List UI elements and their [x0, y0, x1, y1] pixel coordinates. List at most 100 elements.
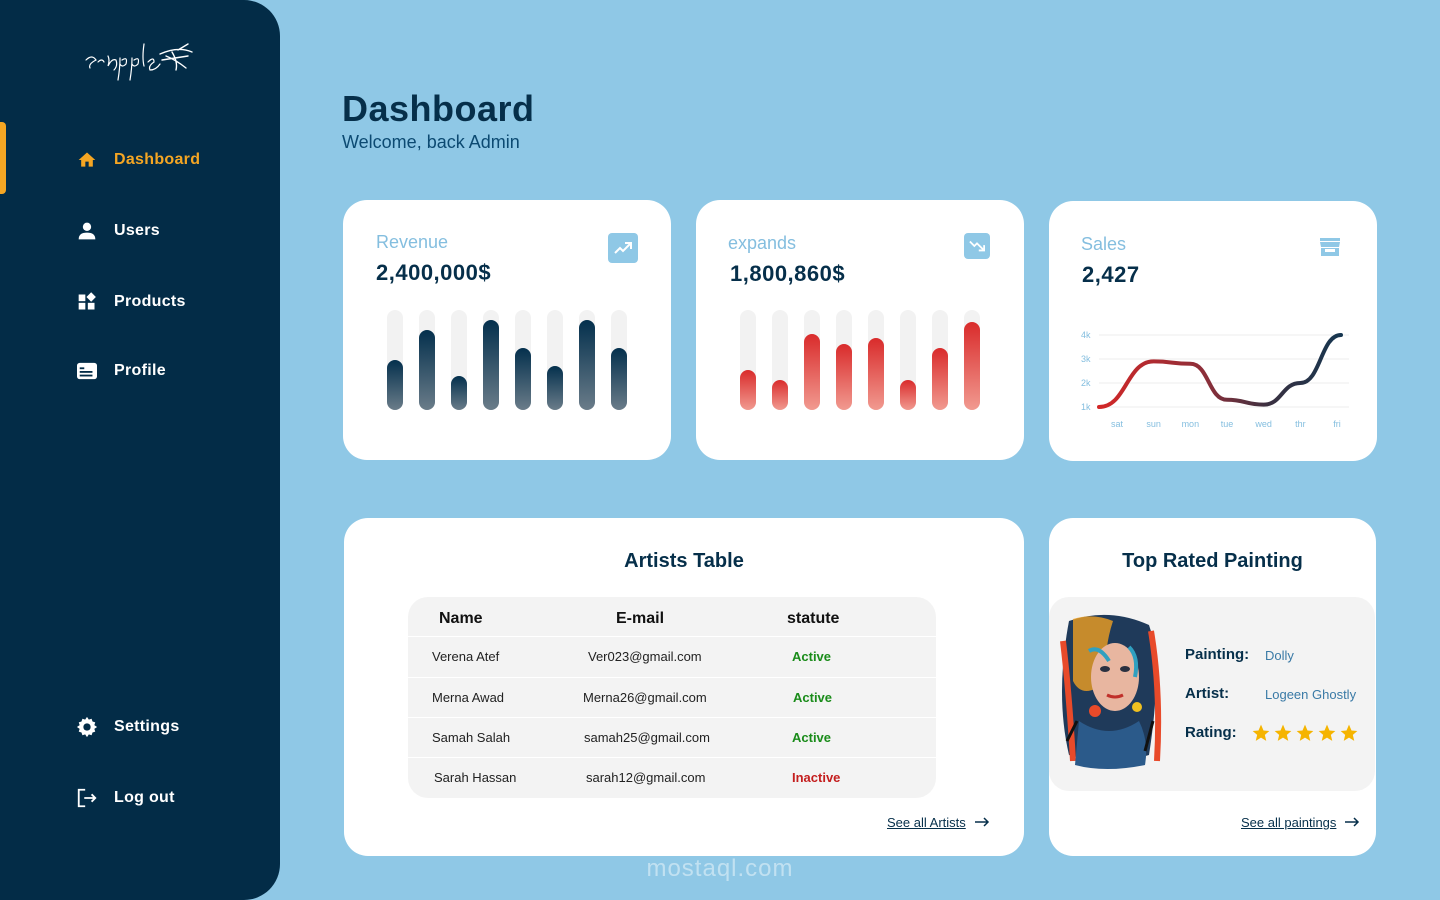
sidebar-item-profile[interactable]: Profile [0, 335, 280, 407]
bar[interactable] [804, 334, 820, 410]
bar[interactable] [387, 360, 403, 410]
x-tick-label: thr [1295, 419, 1306, 429]
home-icon [76, 149, 98, 171]
artist-name: Merna Awad [432, 690, 505, 705]
see-all-paintings-link[interactable]: See all paintings [1241, 815, 1360, 830]
star-icon [1340, 724, 1358, 741]
sales-card: Sales 2,427 4k 3k 2k 1k sat sun mon tue wed thr f… [1049, 201, 1377, 461]
artist-name: Verena Atef [432, 649, 500, 664]
status-badge: Active [792, 730, 832, 745]
sidebar-item-label: Dashboard [114, 151, 201, 168]
bar[interactable] [932, 348, 948, 410]
scripple-logo[interactable] [82, 38, 198, 82]
active-indicator [0, 122, 6, 194]
bar[interactable] [772, 380, 788, 410]
logout-icon [76, 787, 98, 809]
x-tick-label: wed [1254, 419, 1272, 429]
bar[interactable] [579, 320, 595, 410]
artists-table-title: Artists Table [624, 550, 744, 572]
table-row[interactable]: Verena Atef Ver023@gmail.com Active [408, 636, 936, 676]
column-header-name[interactable]: Name [439, 610, 483, 627]
sidebar-item-label: Settings [114, 718, 180, 735]
bar[interactable] [515, 348, 531, 410]
sales-series-line [1097, 333, 1343, 409]
status-badge: Active [793, 690, 833, 705]
gear-icon [76, 716, 98, 738]
sidebar-item-label: Log out [114, 789, 175, 806]
bar-track [740, 310, 756, 410]
expands-card: expands 1,800,860$ [696, 200, 1024, 460]
artist-name: Samah Salah [432, 730, 511, 745]
arrow-right-icon [974, 815, 990, 830]
bar[interactable] [419, 330, 435, 410]
sidebar-item-users[interactable]: Users [0, 195, 280, 267]
table-row[interactable]: Samah Salah samah25@gmail.com Active [408, 717, 936, 757]
y-tick-label: 3k [1081, 354, 1091, 364]
bar-track [547, 310, 563, 410]
bar[interactable] [451, 376, 467, 410]
sidebar-item-dashboard[interactable]: Dashboard [0, 124, 280, 196]
see-all-artists-link[interactable]: See all Artists [887, 815, 990, 830]
column-header-status[interactable]: statute [787, 610, 840, 627]
table-row[interactable]: Sarah Hassan sarah12@gmail.com Inactive [408, 757, 936, 797]
painting-label: Painting: [1185, 646, 1250, 663]
bar-track [611, 310, 627, 410]
artist-email: Ver023@gmail.com [588, 649, 702, 664]
column-header-email[interactable]: E-mail [616, 610, 665, 627]
artists-table-card: Artists Table Name E-mail statute Verena… [344, 518, 1024, 856]
artist-value[interactable]: Logeen Ghostly [1265, 687, 1357, 702]
bar[interactable] [611, 348, 627, 410]
user-icon [76, 220, 98, 242]
bar[interactable] [740, 370, 756, 410]
sidebar-item-products[interactable]: Products [0, 266, 280, 338]
bar[interactable] [547, 366, 563, 410]
id-card-icon [76, 360, 98, 382]
store-icon [1319, 235, 1341, 259]
bar[interactable] [836, 344, 852, 410]
bar-track [451, 310, 467, 410]
bar-track [868, 310, 884, 410]
expands-value: 1,800,860$ [730, 261, 846, 286]
arrow-right-icon [1344, 815, 1360, 830]
painting-value[interactable]: Dolly [1265, 648, 1294, 663]
top-rated-panel: Painting: Dolly Artist: Logeen Ghostly R… [1049, 597, 1375, 791]
bar[interactable] [483, 320, 499, 410]
sales-line-chart: 4k 3k 2k 1k sat sun mon tue wed thr fri [1081, 330, 1349, 429]
bar[interactable] [868, 338, 884, 410]
rating-stars [1251, 723, 1359, 743]
revenue-label: Revenue [376, 232, 449, 252]
bar[interactable] [964, 322, 980, 410]
top-rated-card: Top Rated Painting Painting: Dolly Artis… [1049, 518, 1376, 856]
artist-email: sarah12@gmail.com [586, 770, 706, 785]
star-icon [1296, 724, 1314, 741]
sidebar-item-settings[interactable]: Settings [0, 691, 280, 763]
star-icon [1252, 724, 1270, 741]
bar-track [483, 310, 499, 410]
table-row[interactable]: Merna Awad Merna26@gmail.com Active [408, 677, 936, 717]
x-tick-label: fri [1333, 419, 1341, 429]
x-tick-label: sun [1146, 419, 1161, 429]
artist-label: Artist: [1185, 685, 1230, 702]
bar-track [900, 310, 916, 410]
star-icon [1274, 724, 1292, 741]
bar-track [964, 310, 980, 410]
bar[interactable] [900, 380, 916, 410]
sidebar-item-logout[interactable]: Log out [0, 762, 280, 834]
artists-table: Name E-mail statute Verena Atef Ver023@g… [408, 597, 936, 798]
bar-track [515, 310, 531, 410]
revenue-card: Revenue 2,400,000$ [343, 200, 671, 460]
bar-track [932, 310, 948, 410]
artist-email: samah25@gmail.com [584, 730, 710, 745]
sidebar-item-label: Products [114, 293, 186, 310]
y-tick-label: 1k [1081, 402, 1091, 412]
expands-label: expands [728, 233, 797, 253]
y-tick-label: 4k [1081, 330, 1091, 340]
trend-down-icon [964, 233, 990, 259]
painting-image[interactable] [1059, 611, 1163, 771]
status-badge: Inactive [792, 770, 841, 785]
sales-label: Sales [1081, 234, 1127, 254]
sidebar-item-label: Profile [114, 362, 166, 379]
bar-track [419, 310, 435, 410]
top-rated-title: Top Rated Painting [1122, 550, 1303, 572]
y-tick-label: 2k [1081, 378, 1091, 388]
